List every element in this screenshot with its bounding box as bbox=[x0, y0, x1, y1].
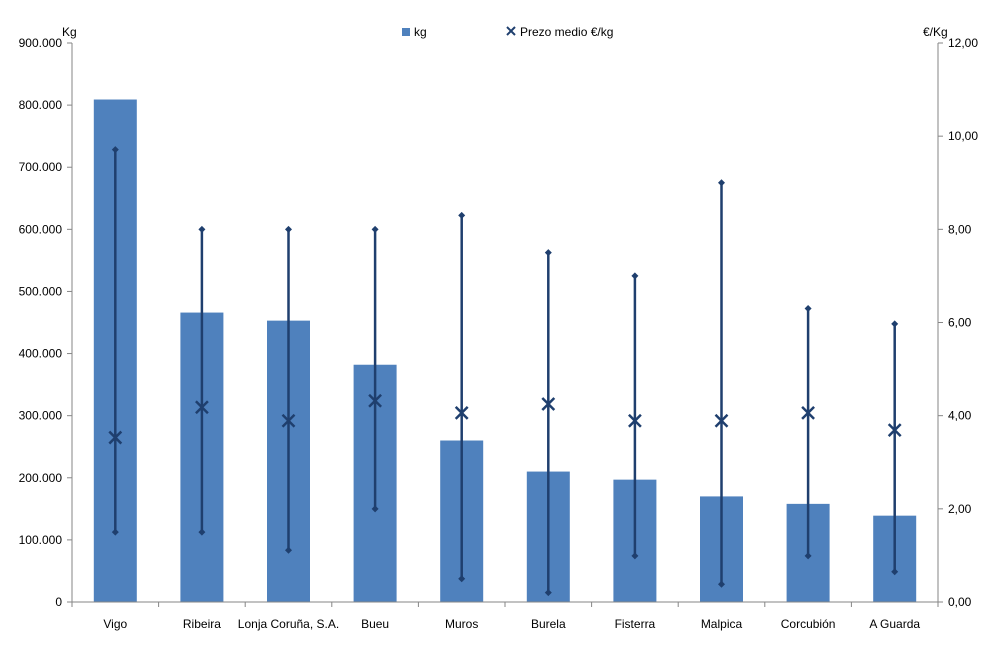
left-axis-tick-label: 400.000 bbox=[19, 347, 63, 361]
price-high-marker bbox=[111, 146, 119, 154]
price-low-marker bbox=[285, 546, 292, 554]
x-axis-tick-label: Bueu bbox=[361, 617, 389, 631]
bars-group bbox=[93, 99, 917, 602]
right-axis-ticks: 0,00 2,00 4,00 6,00 8,00 10,00 12,00 bbox=[938, 36, 978, 609]
price-high-marker bbox=[371, 225, 379, 233]
x-axis-tick-label: Muros bbox=[445, 617, 478, 631]
price-high-marker bbox=[198, 225, 206, 233]
price-high-marker bbox=[718, 179, 725, 187]
legend: kg Prezo medio €/kg bbox=[402, 25, 613, 39]
legend-kg-label: kg bbox=[414, 25, 427, 39]
price-high-marker bbox=[285, 225, 292, 233]
price-high-marker bbox=[458, 211, 466, 219]
price-low-marker bbox=[198, 528, 206, 536]
price-range-lines-group bbox=[111, 146, 899, 597]
price-low-marker bbox=[111, 528, 119, 536]
legend-price-label: Prezo medio €/kg bbox=[520, 25, 613, 39]
left-axis-tick-label: 600.000 bbox=[19, 222, 63, 236]
price-high-marker bbox=[891, 320, 899, 328]
price-low-marker bbox=[544, 589, 552, 597]
left-axis-tick-label: 700.000 bbox=[19, 160, 63, 174]
price-average-marker bbox=[541, 397, 556, 411]
price-low-marker bbox=[718, 580, 725, 588]
left-axis-tick-label: 300.000 bbox=[19, 409, 63, 423]
price-low-marker bbox=[631, 552, 639, 560]
left-axis-tick-label: 800.000 bbox=[19, 98, 63, 112]
price-low-marker bbox=[891, 568, 899, 576]
right-axis-tick-label: 8,00 bbox=[948, 222, 972, 236]
left-axis-ticks: 0 100.000 200.000 300.000 400.000 500.000 600.… bbox=[19, 36, 72, 609]
right-axis-tick-label: 10,00 bbox=[948, 129, 978, 143]
legend-price-marker-icon bbox=[506, 26, 516, 36]
left-axis-tick-label: 0 bbox=[55, 595, 62, 609]
x-axis-tick-label: Vigo bbox=[103, 617, 127, 631]
price-average-marker bbox=[801, 405, 815, 420]
x-axis-tick-label: Ribeira bbox=[183, 617, 221, 631]
x-axis-tick-label: Lonja Coruña, S.A. bbox=[238, 617, 339, 631]
price-low-marker bbox=[804, 552, 812, 560]
right-axis-tick-label: 0,00 bbox=[948, 595, 972, 609]
right-axis-label: €/Kg bbox=[923, 25, 948, 39]
left-axis-tick-label: 100.000 bbox=[19, 533, 63, 547]
price-average-marker bbox=[368, 393, 382, 408]
x-axis-ticks: Vigo Ribeira Lonja Coruña, S.A. Bueu Muros Bu… bbox=[71, 602, 939, 631]
left-axis-label: Kg bbox=[62, 25, 77, 39]
legend-kg-swatch bbox=[402, 28, 410, 36]
price-low-marker bbox=[458, 575, 466, 583]
price-high-marker bbox=[804, 305, 812, 313]
price-average-marker bbox=[454, 405, 469, 420]
left-axis-tick-label: 500.000 bbox=[19, 284, 63, 298]
x-axis-tick-label: Corcubión bbox=[781, 617, 836, 631]
x-axis-tick-label: Malpica bbox=[701, 617, 743, 631]
price-average-marker bbox=[887, 423, 902, 437]
left-axis-tick-label: 200.000 bbox=[19, 471, 63, 485]
price-average-marker bbox=[628, 413, 642, 428]
right-axis-tick-label: 4,00 bbox=[948, 409, 972, 423]
right-axis-tick-label: 6,00 bbox=[948, 316, 972, 330]
price-high-marker bbox=[631, 272, 639, 280]
left-axis-tick-label: 900.000 bbox=[19, 36, 63, 50]
x-axis-tick-label: Fisterra bbox=[615, 617, 656, 631]
x-axis-tick-label: Burela bbox=[531, 617, 566, 631]
price-markers-group bbox=[108, 393, 902, 445]
price-average-marker bbox=[195, 400, 209, 415]
x-axis-tick-label: A Guarda bbox=[869, 617, 920, 631]
right-axis-tick-label: 2,00 bbox=[948, 502, 972, 516]
price-average-marker bbox=[108, 430, 123, 445]
price-high-marker bbox=[544, 249, 552, 257]
price-average-marker bbox=[714, 413, 729, 428]
price-low-marker bbox=[371, 505, 379, 513]
right-axis-tick-label: 12,00 bbox=[948, 36, 978, 50]
price-average-marker bbox=[281, 413, 296, 428]
